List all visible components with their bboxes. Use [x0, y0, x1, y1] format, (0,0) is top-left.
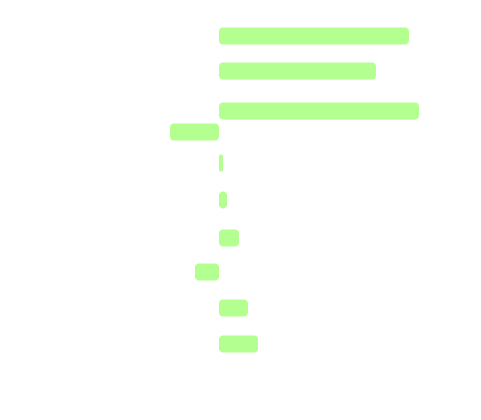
bar-10 [219, 335, 258, 353]
bar-4 [170, 123, 219, 141]
bar-3 [219, 102, 419, 120]
bar-8 [195, 263, 219, 281]
bar-5 [219, 154, 223, 172]
bar-1 [219, 27, 409, 45]
bar-9 [219, 299, 248, 317]
bar-6 [219, 191, 227, 209]
bar-2 [219, 62, 376, 80]
bar-7 [219, 229, 239, 247]
